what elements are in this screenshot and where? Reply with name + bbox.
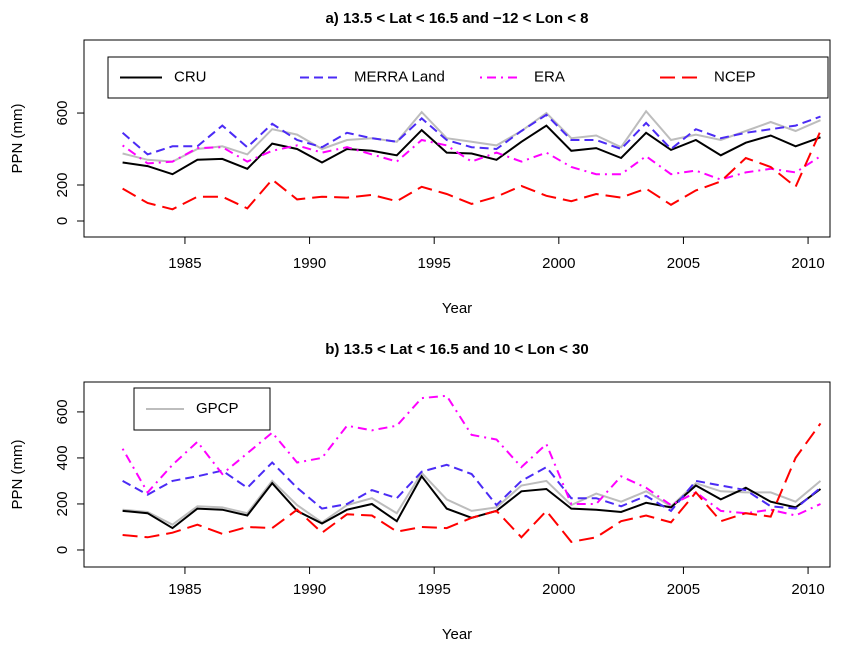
x-axis-label: Year <box>442 626 472 643</box>
plot-frame <box>83 39 831 238</box>
series-line <box>122 422 822 543</box>
chart-title: b) 13.5 < Lat < 16.5 and 10 < Lon < 30 <box>325 341 588 358</box>
legend-label: CRU <box>174 68 207 85</box>
x-tick-label: 2010 <box>791 255 824 272</box>
x-tick-label: 2000 <box>542 581 575 598</box>
series-line <box>121 394 821 517</box>
series-line <box>121 113 821 156</box>
y-tick-label: 600 <box>54 399 71 424</box>
x-tick-label: 2005 <box>667 581 700 598</box>
y-tick-label: 0 <box>54 546 71 554</box>
y-tick-label: 0 <box>54 217 71 225</box>
legend-box <box>107 56 829 99</box>
legend-label: GPCP <box>196 400 239 417</box>
x-tick-label: 2010 <box>791 581 824 598</box>
x-axis-label: Year <box>442 300 472 317</box>
legend-label: MERRA Land <box>354 68 445 85</box>
x-tick-label: 1990 <box>293 255 326 272</box>
x-tick-label: 2000 <box>542 255 575 272</box>
x-tick-label: 1985 <box>168 581 201 598</box>
series-line <box>122 124 821 176</box>
chart-title: a) 13.5 < Lat < 16.5 and −12 < Lon < 8 <box>325 10 588 27</box>
y-tick-label: 400 <box>54 445 71 470</box>
series-line <box>122 471 822 526</box>
x-tick-label: 1990 <box>293 581 326 598</box>
x-tick-label: 1985 <box>168 255 201 272</box>
x-tick-label: 1995 <box>418 581 451 598</box>
x-tick-label: 1995 <box>418 255 451 272</box>
y-axis-label: PPN (mm) <box>9 440 26 510</box>
y-tick-label: 200 <box>54 172 71 197</box>
plot-frame <box>83 381 831 568</box>
y-tick-label: 200 <box>54 491 71 516</box>
legend-label: NCEP <box>714 68 756 85</box>
legend-label: ERA <box>534 68 565 85</box>
series-line <box>122 461 822 513</box>
x-tick-label: 2005 <box>667 255 700 272</box>
series-line <box>122 109 821 163</box>
y-axis-label: PPN (mm) <box>9 104 26 174</box>
y-tick-label: 600 <box>54 101 71 126</box>
series-line <box>122 130 822 211</box>
